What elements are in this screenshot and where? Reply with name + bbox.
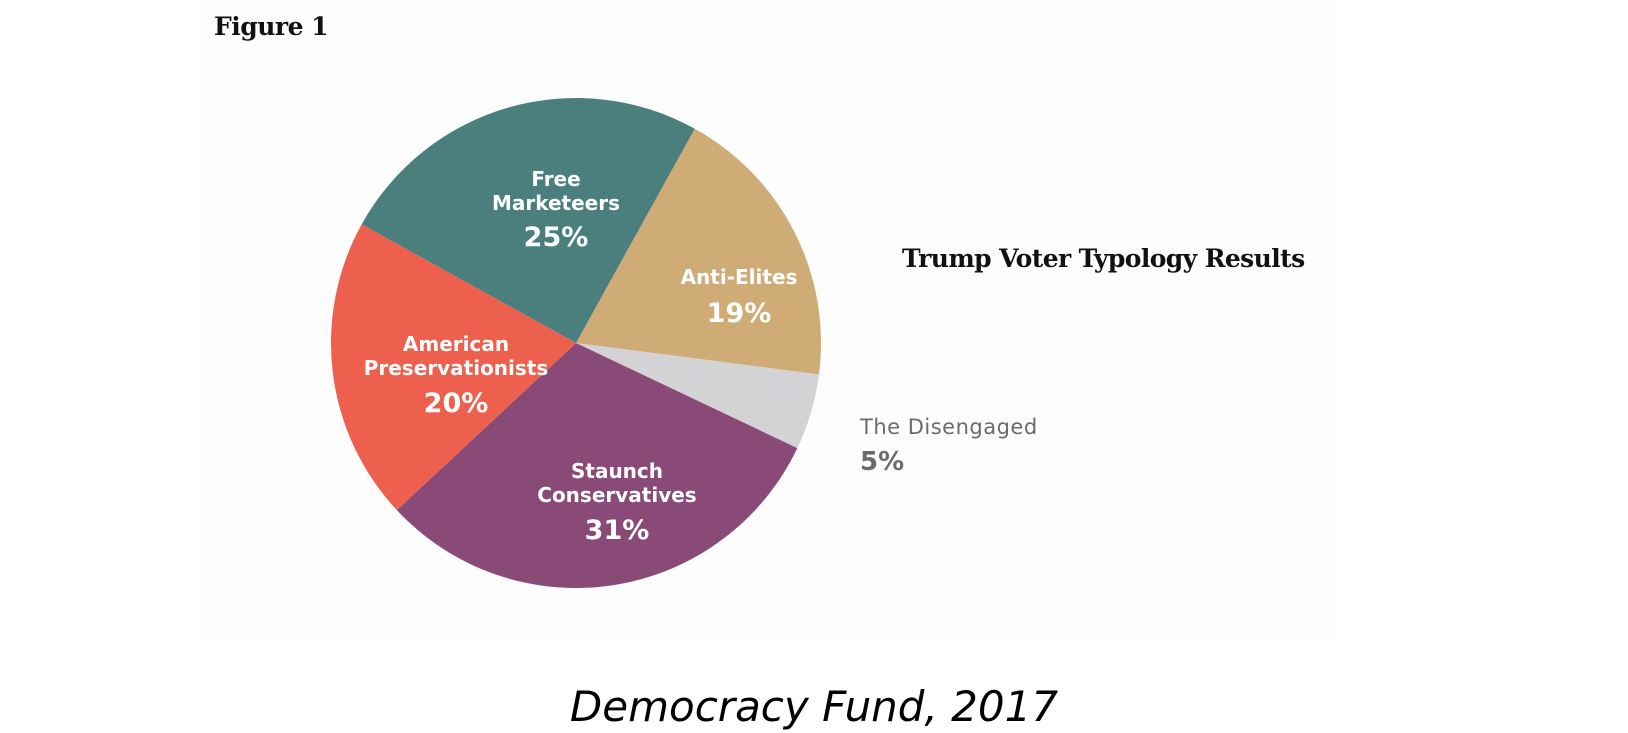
pie-slice-free-marketeers [361, 98, 695, 343]
slice-percent: 19% [707, 298, 772, 329]
slice-label-staunch-conservatives: Staunch Conservatives 31% [537, 459, 696, 546]
source-caption: Democracy Fund, 2017 [569, 682, 1059, 731]
slice-percent: 20% [424, 388, 489, 419]
slice-percent: 25% [524, 222, 589, 253]
pie-slice-american-preservationists [331, 224, 576, 511]
slice-name-line: Marketeers [492, 191, 620, 215]
slice-label-free-marketeers: Free Marketeers 25% [492, 167, 620, 253]
pie-slices [331, 98, 821, 589]
slice-name-line: Conservatives [537, 483, 696, 507]
slice-name-line: American [403, 332, 509, 356]
slice-name-line: Staunch [571, 459, 663, 483]
slice-percent-the-disengaged: 5% [860, 447, 905, 477]
slice-name-line: Anti-Elites [681, 265, 798, 289]
slice-name-line: Free [531, 167, 580, 191]
figure-label: Figure 1 [214, 12, 329, 41]
slice-label-the-disengaged: The Disengaged [860, 415, 1038, 439]
pie-slice-the-disengaged [576, 343, 819, 449]
slice-percent: 31% [585, 515, 650, 546]
pie-slice-staunch-conservatives [396, 343, 798, 589]
slice-name-line: Preservationists [364, 356, 549, 380]
pie-slice-anti-elites [576, 128, 821, 375]
slice-label-anti-elites: Anti-Elites 19% [681, 265, 798, 329]
slice-label-american-preservationists: American Preservationists 20% [364, 332, 549, 419]
chart-title: Trump Voter Typology Results [902, 244, 1305, 273]
